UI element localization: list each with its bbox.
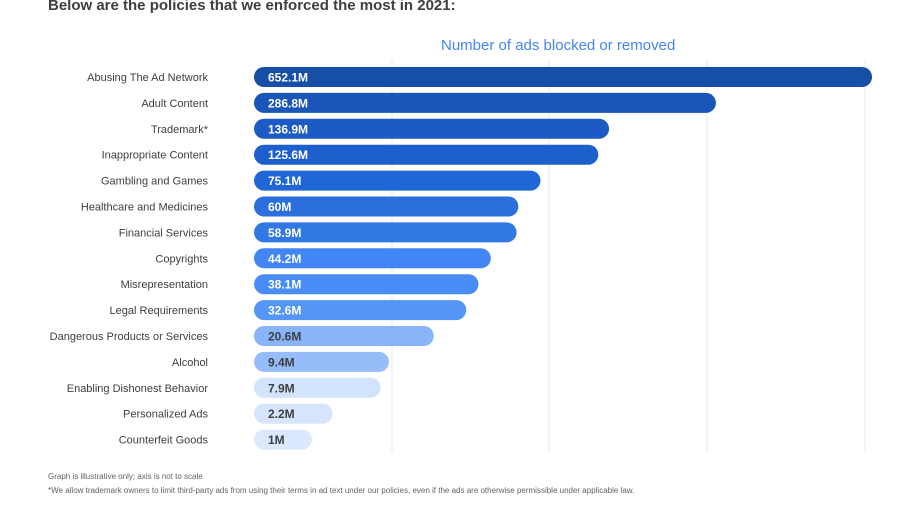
- category-label: Personalized Ads: [123, 409, 208, 421]
- category-label: Abusing The Ad Network: [87, 72, 208, 84]
- category-label: Alcohol: [172, 357, 208, 369]
- category-label: Legal Requirements: [110, 305, 209, 317]
- data-label: 136.9M: [268, 122, 308, 136]
- category-label: Counterfeit Goods: [119, 435, 209, 447]
- bar: [254, 92, 716, 113]
- bar: [254, 248, 491, 269]
- data-label: 2.2M: [268, 407, 295, 421]
- category-label: Enabling Dishonest Behavior: [67, 383, 209, 395]
- bar: [254, 326, 434, 346]
- horizontal-bar-chart: Abusing The Ad Network 652.1M Adult Conten…: [50, 60, 872, 452]
- bar: [254, 222, 517, 243]
- data-label: 58.9M: [268, 226, 301, 240]
- data-label: 125.6M: [268, 148, 308, 162]
- page-headline: Below are the policies that we enforced …: [48, 0, 456, 14]
- category-label: Gambling and Games: [101, 176, 208, 188]
- bar: [254, 196, 519, 217]
- data-label: 44.2M: [268, 252, 301, 266]
- category-label: Healthcare and Medicines: [81, 202, 209, 214]
- bar: [254, 274, 479, 295]
- bar: [254, 351, 389, 372]
- category-label: Trademark*: [151, 124, 209, 136]
- data-label: 286.8M: [268, 96, 308, 110]
- bar: [254, 170, 541, 191]
- category-label: Dangerous Products or Services: [50, 331, 209, 343]
- scale-footnote: Graph is illustrative only; axis is not …: [48, 472, 203, 481]
- data-label: 7.9M: [268, 381, 295, 395]
- category-label: Misrepresentation: [121, 279, 208, 291]
- chart-title: Number of ads blocked or removed: [441, 37, 676, 54]
- data-label: 60M: [268, 200, 291, 214]
- data-label: 652.1M: [268, 71, 308, 85]
- bar: [254, 144, 599, 165]
- data-label: 1M: [268, 433, 285, 447]
- bar: [254, 300, 467, 321]
- category-label: Inappropriate Content: [102, 150, 208, 162]
- bar: [254, 429, 312, 450]
- data-label: 38.1M: [268, 278, 301, 292]
- category-label: Copyrights: [155, 253, 208, 265]
- bar: [254, 67, 872, 87]
- bar: [254, 377, 381, 398]
- bar: [254, 403, 333, 424]
- data-label: 32.6M: [268, 304, 301, 318]
- category-label: Adult Content: [141, 98, 208, 110]
- data-label: 9.4M: [268, 355, 295, 369]
- data-label: 75.1M: [268, 174, 301, 188]
- bar: [254, 118, 610, 139]
- trademark-footnote: *We allow trademark owners to limit thir…: [48, 486, 635, 495]
- data-label: 20.6M: [268, 330, 301, 344]
- category-label: Financial Services: [119, 227, 209, 239]
